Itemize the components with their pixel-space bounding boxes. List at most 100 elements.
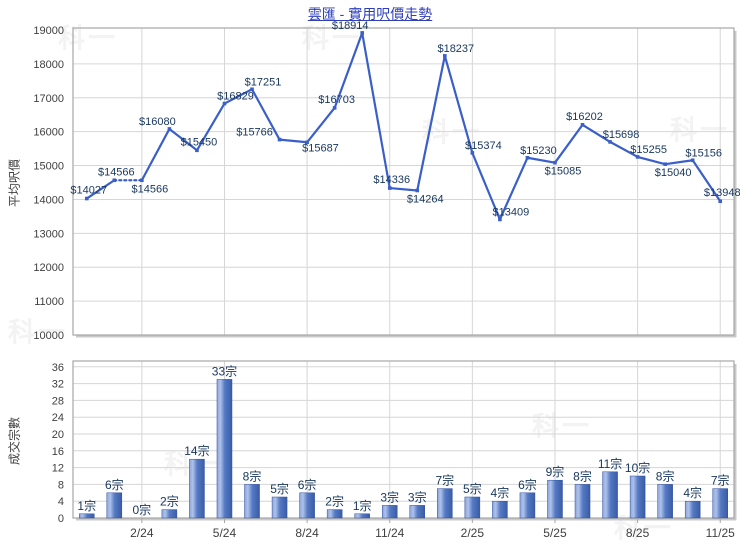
bar-value-label: 14宗 bbox=[184, 443, 209, 458]
bar-value-label: 7宗 bbox=[435, 473, 454, 488]
price-data-label: $14027 bbox=[70, 185, 107, 197]
data-point-marker bbox=[277, 137, 282, 142]
data-point-marker bbox=[140, 178, 144, 183]
bar-value-label: 2宗 bbox=[325, 494, 344, 509]
bar bbox=[602, 471, 618, 519]
y-tick-label: 36 bbox=[52, 362, 64, 374]
price-data-label: $13409 bbox=[493, 206, 530, 218]
y-tick-label: 24 bbox=[52, 412, 64, 424]
price-data-label: $15450 bbox=[181, 136, 218, 148]
price-data-label: $15156 bbox=[685, 147, 722, 159]
y-tick-label: 19000 bbox=[33, 25, 64, 37]
price-data-label: $14566 bbox=[131, 183, 168, 195]
bar bbox=[326, 509, 343, 519]
data-point-marker bbox=[663, 162, 667, 166]
y-tick-label: 32 bbox=[52, 379, 64, 391]
data-point-marker bbox=[167, 127, 172, 131]
data-point-marker bbox=[84, 196, 89, 201]
x-tick-label: 5/25 bbox=[543, 526, 567, 540]
price-data-label: $17251 bbox=[245, 76, 282, 88]
bar-value-label: 6宗 bbox=[105, 477, 124, 492]
bar bbox=[464, 496, 481, 519]
y-tick-label: 11000 bbox=[34, 296, 64, 308]
bar-value-label: 5宗 bbox=[463, 481, 482, 496]
plot-border bbox=[72, 27, 735, 336]
x-tick-label: 8/24 bbox=[295, 526, 319, 540]
y-tick-label: 20 bbox=[52, 429, 64, 441]
bar bbox=[684, 500, 701, 519]
data-point-marker bbox=[443, 54, 447, 58]
data-point-marker bbox=[332, 106, 337, 110]
bar bbox=[299, 492, 315, 519]
x-tick-label: 2/24 bbox=[130, 526, 154, 540]
data-point-marker bbox=[360, 31, 364, 35]
price-data-label: $18237 bbox=[437, 43, 474, 55]
bar-value-label: 4宗 bbox=[683, 485, 702, 500]
price-data-label: $14566 bbox=[98, 166, 135, 178]
bar-value-label: 2宗 bbox=[160, 494, 179, 509]
price-data-label: $15085 bbox=[545, 166, 582, 178]
bar bbox=[657, 484, 673, 519]
page-title[interactable]: 雲匯 - 實用呎價走勢 bbox=[307, 6, 433, 22]
price-data-label: $15040 bbox=[655, 167, 692, 179]
price-data-label: $15230 bbox=[520, 145, 557, 157]
price-data-label: $15687 bbox=[302, 142, 339, 154]
bar-value-label: 0宗 bbox=[133, 502, 152, 517]
data-point-marker bbox=[387, 186, 392, 190]
bar bbox=[216, 379, 233, 519]
bar-value-label: 3宗 bbox=[408, 489, 427, 504]
bar bbox=[629, 475, 646, 519]
y-tick-label: 0 bbox=[58, 513, 64, 525]
bar-value-label: 8宗 bbox=[656, 468, 675, 483]
bar-value-label: 11宗 bbox=[598, 456, 622, 471]
y-tick-label: 13000 bbox=[33, 228, 64, 240]
x-tick-label: 2/25 bbox=[461, 526, 485, 540]
bar bbox=[106, 492, 123, 519]
plot-border bbox=[72, 360, 735, 519]
y-tick-label: 8 bbox=[58, 479, 64, 491]
bar bbox=[189, 458, 205, 519]
data-point-marker bbox=[195, 148, 199, 153]
bar bbox=[79, 513, 95, 519]
price-data-label: $16829 bbox=[217, 91, 254, 103]
y-tick-label: 10000 bbox=[33, 330, 64, 342]
bar bbox=[437, 488, 453, 519]
y-tick-label: 12 bbox=[52, 463, 64, 475]
price-data-label: $16703 bbox=[318, 94, 355, 106]
x-tick-label: 8/25 bbox=[626, 526, 650, 540]
data-point-marker bbox=[305, 140, 309, 145]
y-tick-label: 17000 bbox=[33, 93, 64, 105]
price-data-label: $13948 bbox=[704, 187, 740, 199]
y-tick-label: 4 bbox=[58, 496, 64, 508]
x-tick-label: 11/24 bbox=[375, 526, 404, 540]
bar-value-label: 1宗 bbox=[353, 498, 372, 513]
bar-value-label: 6宗 bbox=[298, 477, 317, 492]
bar-value-label: 1宗 bbox=[77, 498, 96, 513]
y-tick-label: 18000 bbox=[33, 59, 64, 71]
data-point-marker bbox=[718, 199, 723, 204]
y-tick-label: 16 bbox=[52, 446, 64, 458]
x-tick-label: 11/25 bbox=[706, 526, 735, 540]
bar bbox=[519, 492, 536, 519]
bar bbox=[381, 505, 398, 519]
data-point-marker bbox=[608, 140, 612, 144]
price-data-label: $16202 bbox=[566, 111, 603, 123]
data-point-marker bbox=[553, 160, 557, 165]
data-point-marker bbox=[250, 87, 254, 92]
data-point-marker bbox=[525, 155, 530, 160]
price-data-label: $15698 bbox=[603, 129, 640, 141]
bar bbox=[244, 484, 260, 519]
price-data-label: $14336 bbox=[373, 174, 410, 186]
y-tick-label: 16000 bbox=[33, 127, 64, 139]
bar bbox=[271, 496, 288, 519]
data-point-marker bbox=[690, 158, 695, 163]
data-point-marker bbox=[112, 178, 117, 183]
data-point-marker bbox=[498, 217, 502, 222]
bar-value-label: 10宗 bbox=[625, 460, 650, 475]
y-tick-label: 14000 bbox=[33, 194, 64, 206]
y-tick-label: 28 bbox=[52, 395, 64, 407]
bar bbox=[492, 500, 508, 519]
bar bbox=[354, 513, 370, 519]
data-point-marker bbox=[222, 101, 227, 106]
